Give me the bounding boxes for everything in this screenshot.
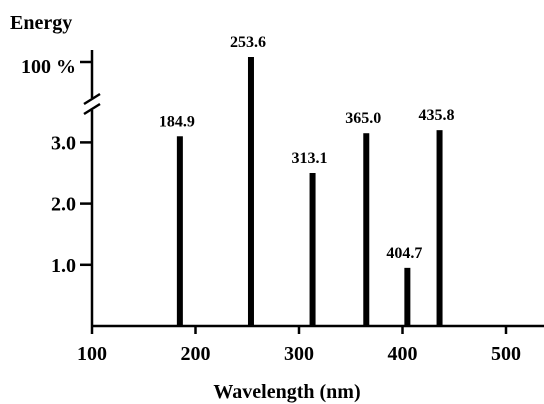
y-tick-label-2.0: 2.0	[51, 194, 76, 216]
bar-365.0	[363, 133, 370, 326]
bar-label-404.7: 404.7	[386, 245, 422, 262]
y-ticks: 1.0 2.0 3.0	[51, 132, 92, 277]
x-tick-label-100: 100	[77, 343, 107, 365]
x-ticks: 100 200 300 400 500	[77, 326, 521, 365]
bar-313.1	[309, 173, 316, 326]
bar-404.7	[404, 267, 411, 326]
y-axis-break-mark-1	[83, 102, 101, 116]
x-tick-label-400: 400	[388, 343, 418, 365]
y-tick-label-3.0: 3.0	[51, 132, 76, 154]
axes	[80, 50, 544, 328]
bar-label-313.1: 313.1	[292, 150, 328, 167]
x-tick-label-500: 500	[491, 343, 521, 365]
bar-435.8	[436, 130, 443, 326]
bar-184.9	[176, 136, 183, 326]
y-break-label: 100 %	[21, 56, 76, 78]
y-axis-break-mark-2	[83, 92, 101, 106]
x-tick-label-200: 200	[181, 343, 211, 365]
bar-label-184.9: 184.9	[159, 113, 195, 130]
x-axis-title: Wavelength (nm)	[213, 381, 360, 403]
bar-label-435.8: 435.8	[419, 107, 455, 124]
bars: 184.9 253.6 313.1 365.0 404.7 435.8	[159, 34, 455, 326]
bar-label-365.0: 365.0	[345, 110, 381, 127]
bar-253.6	[247, 57, 254, 326]
y-tick-label-1.0: 1.0	[51, 255, 76, 277]
x-tick-label-300: 300	[284, 343, 314, 365]
y-axis-title: Energy	[10, 12, 72, 34]
bar-label-253.6: 253.6	[230, 34, 266, 51]
